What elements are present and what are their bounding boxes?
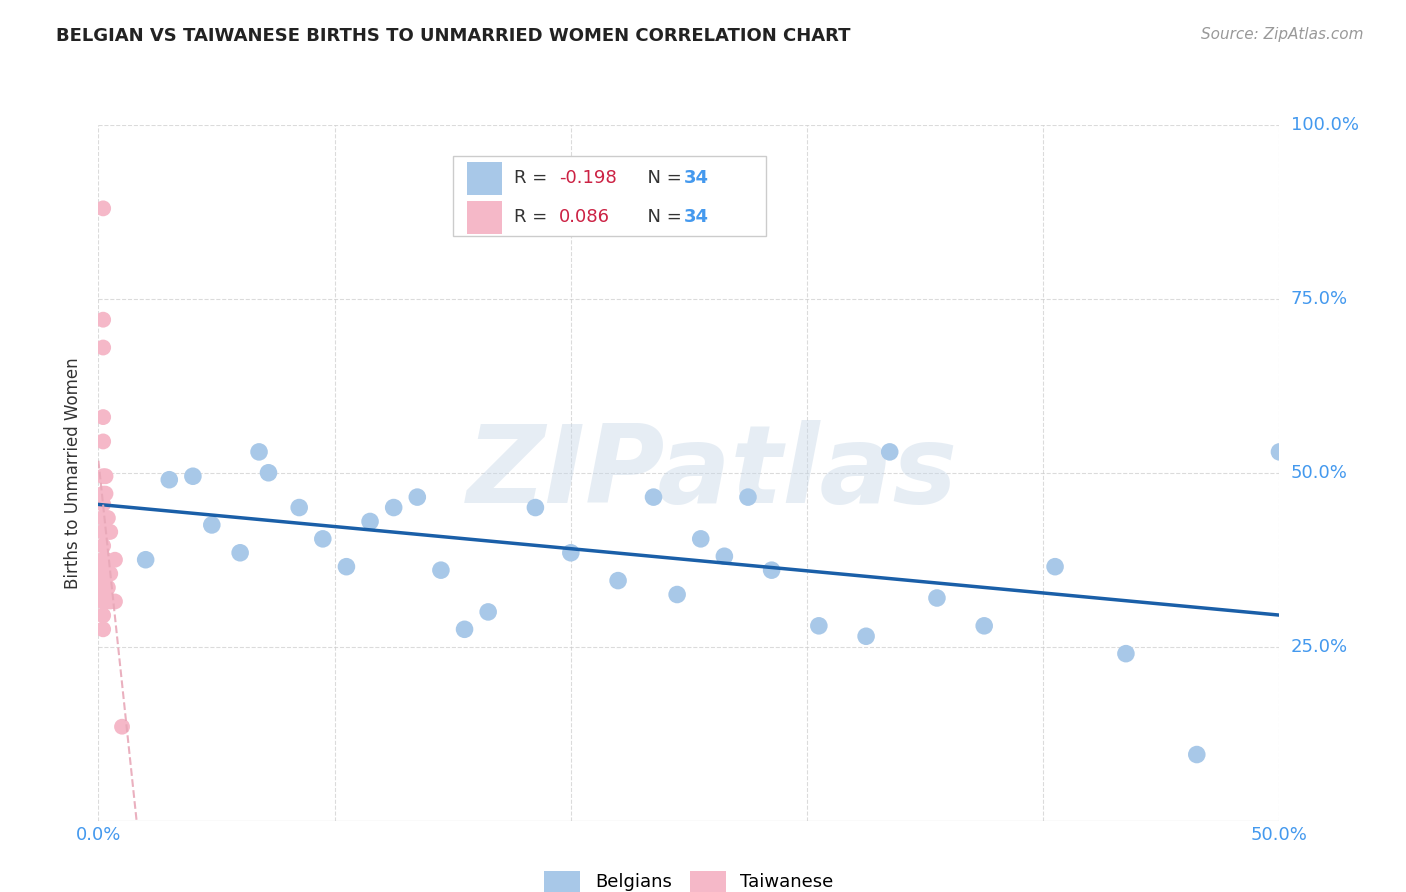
- Point: [91, 469, 114, 483]
- Point: [181, 469, 204, 483]
- Text: -0.198: -0.198: [560, 169, 617, 187]
- Point: [288, 500, 311, 515]
- Point: [91, 574, 114, 588]
- Point: [430, 563, 453, 577]
- Text: Source: ZipAtlas.com: Source: ZipAtlas.com: [1201, 27, 1364, 42]
- Point: [1043, 559, 1066, 574]
- Text: 34: 34: [685, 169, 709, 187]
- Text: R =: R =: [515, 169, 553, 187]
- Y-axis label: Births to Unmarried Women: Births to Unmarried Women: [65, 357, 83, 589]
- Point: [91, 524, 114, 539]
- Legend: Belgians, Taiwanese: Belgians, Taiwanese: [544, 871, 834, 892]
- Point: [97, 566, 120, 581]
- Text: ZIPatlas: ZIPatlas: [467, 420, 957, 525]
- Point: [94, 486, 117, 500]
- Point: [335, 559, 357, 574]
- Point: [1115, 647, 1137, 661]
- Text: 34: 34: [685, 209, 709, 227]
- Point: [524, 500, 547, 515]
- FancyBboxPatch shape: [467, 161, 502, 195]
- Point: [91, 434, 114, 449]
- Point: [247, 445, 270, 459]
- Point: [98, 566, 121, 581]
- Text: 25.0%: 25.0%: [1291, 638, 1348, 656]
- Point: [91, 581, 114, 595]
- Point: [382, 500, 405, 515]
- Point: [257, 466, 280, 480]
- Text: 100.0%: 100.0%: [1291, 116, 1358, 134]
- Point: [91, 497, 114, 511]
- Point: [359, 515, 381, 529]
- Point: [713, 549, 735, 564]
- Point: [98, 594, 121, 608]
- FancyBboxPatch shape: [467, 201, 502, 234]
- Point: [91, 594, 114, 608]
- Point: [855, 629, 877, 643]
- Point: [94, 594, 117, 608]
- Point: [312, 532, 335, 546]
- Text: BELGIAN VS TAIWANESE BIRTHS TO UNMARRIED WOMEN CORRELATION CHART: BELGIAN VS TAIWANESE BIRTHS TO UNMARRIED…: [56, 27, 851, 45]
- Point: [98, 524, 121, 539]
- Point: [807, 619, 830, 633]
- Text: N =: N =: [636, 169, 688, 187]
- Point: [91, 608, 114, 623]
- Point: [91, 341, 114, 355]
- Point: [94, 552, 117, 567]
- Point: [97, 581, 120, 595]
- FancyBboxPatch shape: [453, 156, 766, 236]
- Point: [689, 532, 711, 546]
- Point: [135, 552, 157, 567]
- Point: [104, 552, 127, 567]
- Point: [201, 517, 224, 532]
- Point: [91, 566, 114, 581]
- Point: [406, 490, 429, 504]
- Point: [453, 623, 475, 637]
- Point: [91, 410, 114, 425]
- Point: [91, 539, 114, 553]
- Point: [477, 605, 499, 619]
- Point: [91, 486, 114, 500]
- Point: [607, 574, 630, 588]
- Point: [643, 490, 665, 504]
- Point: [229, 546, 252, 560]
- Text: 75.0%: 75.0%: [1291, 290, 1348, 308]
- Text: 0.086: 0.086: [560, 209, 610, 227]
- Point: [91, 312, 114, 326]
- Point: [91, 623, 114, 637]
- Point: [91, 202, 114, 216]
- Point: [91, 587, 114, 601]
- Point: [761, 563, 783, 577]
- Point: [973, 619, 995, 633]
- Point: [1185, 747, 1208, 762]
- Point: [94, 469, 117, 483]
- Point: [91, 511, 114, 525]
- Point: [104, 594, 127, 608]
- Text: N =: N =: [636, 209, 688, 227]
- Point: [97, 524, 120, 539]
- Point: [560, 546, 582, 560]
- Point: [157, 473, 180, 487]
- Point: [1268, 445, 1291, 459]
- Point: [737, 490, 759, 504]
- Point: [666, 587, 689, 601]
- Point: [91, 559, 114, 574]
- Point: [97, 511, 120, 525]
- Point: [925, 591, 948, 605]
- Point: [111, 720, 134, 734]
- Text: R =: R =: [515, 209, 553, 227]
- Point: [879, 445, 901, 459]
- Point: [91, 552, 114, 567]
- Text: 50.0%: 50.0%: [1291, 464, 1347, 482]
